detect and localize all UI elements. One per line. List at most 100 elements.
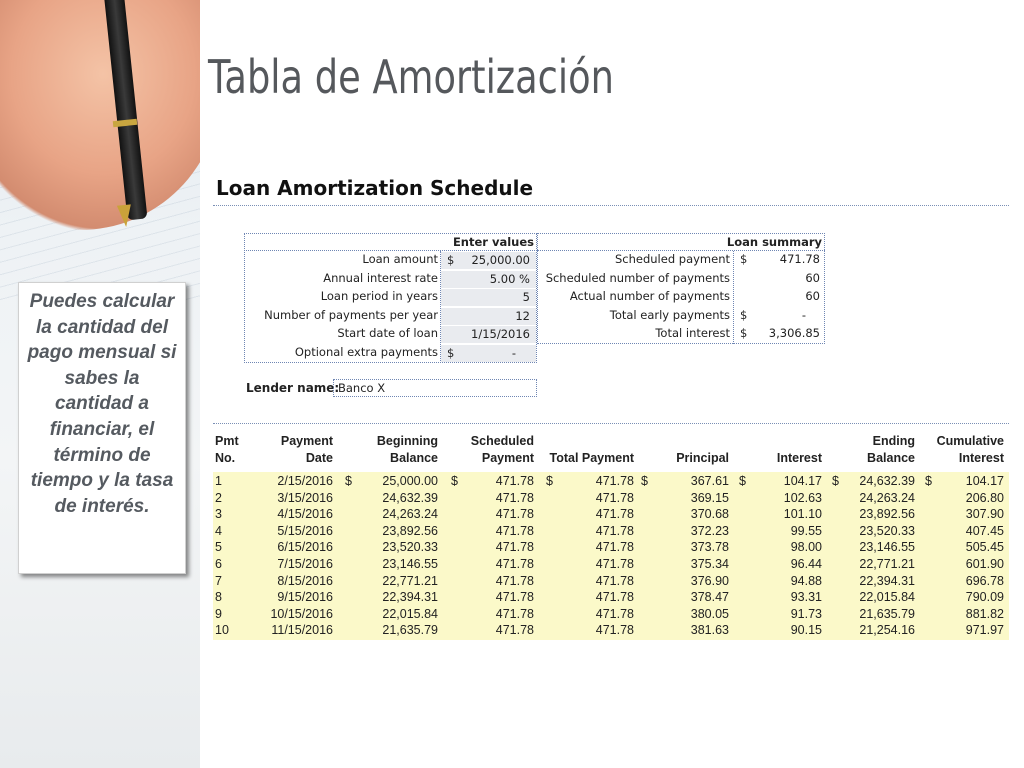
cell-end: 23,520.33 bbox=[859, 523, 915, 538]
cell-principal: 367.61 bbox=[690, 474, 729, 488]
cell-beg: 25,000.00 bbox=[382, 474, 438, 488]
header-beg: Balance bbox=[390, 450, 438, 465]
pen-nib-icon bbox=[116, 204, 134, 228]
cell-beg: 23,892.56 bbox=[382, 523, 438, 538]
cell-date: 2/15/2016 bbox=[277, 474, 333, 488]
cell-beg: 23,146.55 bbox=[382, 557, 438, 571]
cell-sched: 471.78 bbox=[495, 623, 534, 638]
cell-cum: 881.82 bbox=[965, 606, 1004, 621]
loan-summary-header-line bbox=[537, 233, 825, 251]
summary-value-cell: 60 bbox=[734, 270, 824, 287]
lender-name-field[interactable]: Banco X bbox=[333, 379, 537, 397]
cell-sched: 471.78 bbox=[495, 606, 534, 621]
input-value-field[interactable]: 5.00 % bbox=[441, 270, 536, 288]
cell-interest: 91.73 bbox=[790, 606, 822, 621]
cell-sched: 471.78 bbox=[495, 507, 534, 522]
input-value-field[interactable]: $25,000.00 bbox=[441, 252, 536, 269]
header-interest: Interest bbox=[776, 450, 822, 465]
header-sched: Payment bbox=[481, 450, 534, 465]
summary-value-cell: $471.78 bbox=[734, 251, 824, 268]
cell-end: 21,254.16 bbox=[859, 623, 915, 638]
cell-beg: 22,394.31 bbox=[382, 590, 438, 605]
cell-sched: 471.78 bbox=[495, 590, 534, 605]
cell-cum: 407.45 bbox=[965, 523, 1004, 538]
input-value-field[interactable]: $ - bbox=[441, 345, 536, 362]
enter-values-header: Enter values bbox=[452, 235, 534, 249]
cell-end: 22,394.31 bbox=[859, 573, 915, 588]
input-value: 12 bbox=[515, 308, 530, 323]
loan-summary-col-line bbox=[733, 251, 825, 344]
summary-value: 60 bbox=[805, 270, 820, 285]
cell-beg: 22,771.21 bbox=[382, 573, 438, 588]
cell-beg: 24,632.39 bbox=[382, 490, 438, 505]
cell-end: 23,146.55 bbox=[859, 540, 915, 555]
loan-summary-box bbox=[537, 233, 825, 344]
cell-end: 22,015.84 bbox=[859, 590, 915, 605]
cell-date: 11/15/2016 bbox=[271, 623, 333, 638]
title-divider bbox=[213, 205, 1009, 206]
cell-pmt: 4 bbox=[215, 523, 222, 538]
input-value: 1/15/2016 bbox=[471, 327, 530, 342]
cell-principal: 381.63 bbox=[690, 623, 729, 638]
enter-values-col-line bbox=[440, 251, 537, 363]
header-sched: Scheduled bbox=[470, 434, 534, 448]
cell-pmt: 9 bbox=[215, 606, 222, 621]
summary-label: Scheduled number of payments bbox=[545, 270, 730, 285]
currency-symbol: $ bbox=[345, 474, 352, 488]
cell-interest: 98.00 bbox=[790, 540, 822, 555]
cell-total: 471.78 bbox=[595, 507, 634, 522]
cell-principal: 373.78 bbox=[690, 540, 729, 555]
cell-date: 3/15/2016 bbox=[277, 490, 333, 505]
input-label: Loan period in years bbox=[320, 289, 438, 304]
cell-date: 8/15/2016 bbox=[277, 573, 333, 588]
cell-total: 471.78 bbox=[595, 573, 634, 588]
input-value-field[interactable]: 1/15/2016 bbox=[441, 326, 536, 344]
cell-principal: 376.90 bbox=[690, 573, 729, 588]
summary-label: Actual number of payments bbox=[569, 289, 730, 304]
currency-symbol: $ bbox=[546, 474, 553, 488]
input-label: Start date of loan bbox=[337, 326, 438, 341]
table-divider bbox=[213, 423, 1009, 424]
cell-cum: 307.90 bbox=[965, 507, 1004, 522]
cell-interest: 93.31 bbox=[790, 590, 822, 605]
cell-cum: 790.09 bbox=[965, 590, 1004, 605]
cell-date: 10/15/2016 bbox=[270, 606, 333, 621]
cell-cum: 104.17 bbox=[965, 474, 1004, 488]
hand-image bbox=[0, 0, 200, 230]
lender-name-label: Lender name: bbox=[246, 381, 340, 395]
cell-pmt: 7 bbox=[215, 573, 222, 588]
input-value: - bbox=[511, 346, 516, 360]
header-cum: Interest bbox=[958, 450, 1004, 465]
header-pmt: No. bbox=[215, 450, 236, 465]
enter-values-box bbox=[244, 233, 537, 363]
cell-pmt: 3 bbox=[215, 507, 222, 522]
header-principal: Principal bbox=[676, 450, 729, 465]
summary-value-cell: $3,306.85 bbox=[734, 325, 824, 342]
input-value-field[interactable]: 5 bbox=[441, 289, 536, 307]
cell-interest: 101.10 bbox=[783, 507, 822, 522]
cell-date: 9/15/2016 bbox=[277, 590, 333, 605]
currency-symbol: $ bbox=[447, 253, 455, 267]
currency-symbol: $ bbox=[832, 474, 839, 488]
header-date: Date bbox=[305, 450, 333, 465]
header-cum: Cumulative bbox=[936, 434, 1004, 448]
cell-principal: 375.34 bbox=[690, 557, 729, 571]
callout-box: Puedes calcular la cantidad del pago men… bbox=[18, 282, 186, 574]
input-value-field[interactable]: 12 bbox=[441, 307, 536, 325]
currency-symbol: $ bbox=[739, 474, 746, 488]
cell-date: 5/15/2016 bbox=[277, 523, 333, 538]
input-label: Annual interest rate bbox=[323, 270, 438, 285]
enter-values-header-line bbox=[244, 233, 537, 251]
cell-date: 7/15/2016 bbox=[277, 557, 333, 571]
cell-principal: 378.47 bbox=[690, 590, 729, 605]
cell-date: 6/15/2016 bbox=[277, 540, 333, 555]
cell-end: 21,635.79 bbox=[859, 606, 915, 621]
input-label: Loan amount bbox=[362, 252, 438, 266]
cell-interest: 102.63 bbox=[783, 490, 822, 505]
schedule-table-body bbox=[213, 472, 1009, 640]
cell-sched: 471.78 bbox=[495, 540, 534, 555]
summary-label: Total early payments bbox=[609, 307, 730, 322]
input-label: Number of payments per year bbox=[264, 307, 438, 322]
slide-title: Tabla de Amortización bbox=[208, 50, 614, 104]
cell-cum: 601.90 bbox=[965, 557, 1004, 571]
